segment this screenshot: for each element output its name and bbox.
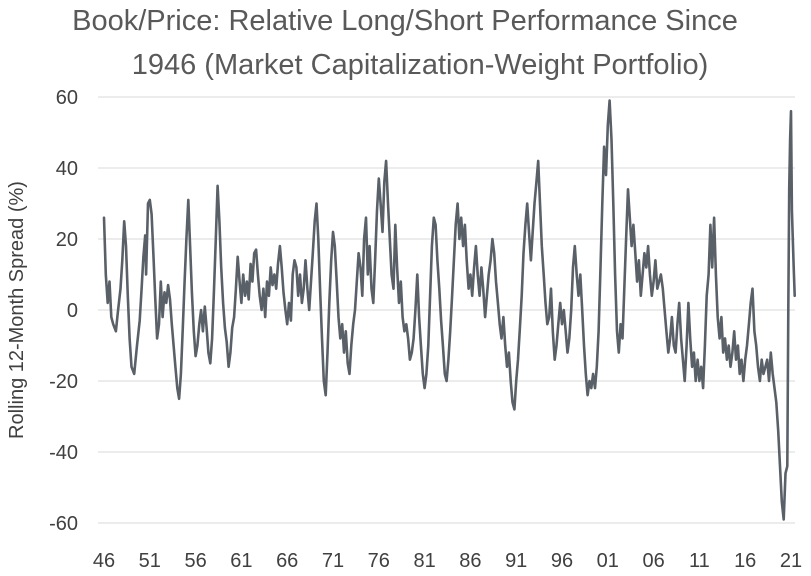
gridlines bbox=[98, 96, 795, 524]
x-tick-label: 61 bbox=[230, 550, 252, 572]
y-tick-label: -40 bbox=[49, 442, 78, 464]
series-line-0 bbox=[102, 99, 796, 521]
y-tick-label: -20 bbox=[49, 371, 78, 393]
x-tick-label: 66 bbox=[276, 550, 298, 572]
series-group bbox=[102, 99, 796, 521]
x-tick-label: 01 bbox=[597, 550, 619, 572]
x-tick-label: 81 bbox=[413, 550, 435, 572]
x-tick-label: 11 bbox=[689, 550, 710, 572]
x-tick-label: 46 bbox=[93, 550, 115, 572]
x-tick-label: 86 bbox=[459, 550, 481, 572]
y-tick-label: 0 bbox=[67, 300, 78, 322]
y-tick-label: 20 bbox=[56, 229, 78, 251]
x-tick-label: 06 bbox=[642, 550, 664, 572]
y-tick-label: 40 bbox=[56, 158, 78, 180]
chart-title-line-2: 1946 (Market Capitalization-Weight Portf… bbox=[132, 49, 709, 81]
y-axis-ticks: 60 40 20 0 -20 -40 -60 bbox=[49, 87, 78, 535]
y-tick-label: 60 bbox=[56, 87, 78, 109]
x-tick-label: 56 bbox=[184, 550, 206, 572]
x-tick-label: 96 bbox=[551, 550, 573, 572]
x-axis-ticks: 46 51 56 61 66 71 76 81 86 91 96 01 06 11 16 21 bbox=[93, 550, 802, 572]
y-axis-label: Rolling 12-Month Spread (%) bbox=[6, 181, 28, 439]
x-tick-label: 76 bbox=[368, 550, 390, 572]
y-tick-label: -60 bbox=[49, 513, 78, 535]
x-tick-label: 51 bbox=[139, 550, 161, 572]
x-tick-label: 71 bbox=[322, 550, 344, 572]
chart-title-line-1: Book/Price: Relative Long/Short Performa… bbox=[72, 5, 738, 37]
x-tick-label: 91 bbox=[505, 550, 527, 572]
x-tick-label: 21 bbox=[780, 550, 802, 572]
x-tick-label: 16 bbox=[734, 550, 756, 572]
